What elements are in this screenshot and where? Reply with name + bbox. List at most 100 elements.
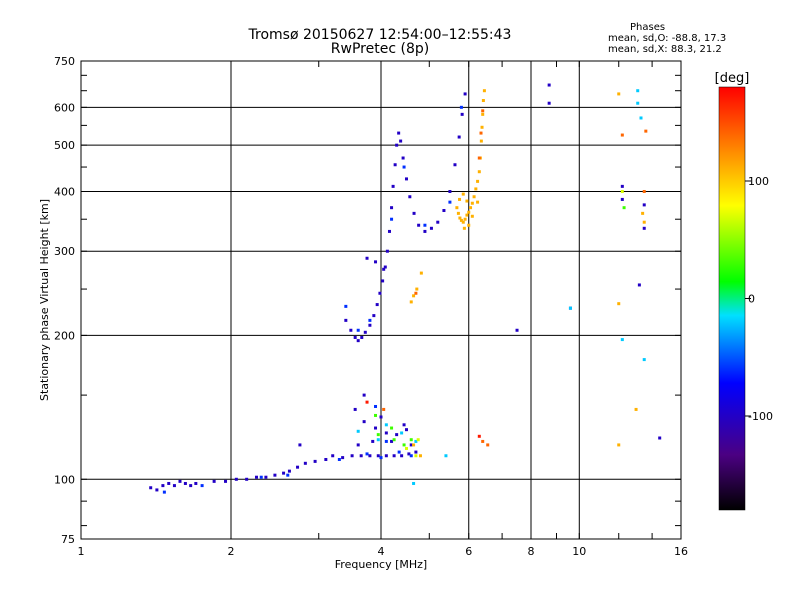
data-point (303, 461, 307, 465)
data-point (167, 481, 171, 485)
data-point (362, 420, 366, 424)
data-point (642, 226, 646, 230)
data-point (407, 452, 411, 456)
data-point (313, 459, 317, 463)
data-point (372, 314, 376, 318)
x-tick-label: 16 (674, 545, 688, 558)
data-point (374, 404, 378, 408)
data-point (384, 454, 388, 458)
data-point (423, 223, 427, 227)
data-point (400, 431, 404, 435)
data-point (392, 454, 396, 458)
data-point (376, 454, 380, 458)
data-point (617, 443, 621, 447)
data-point (442, 209, 446, 213)
data-point (412, 481, 416, 485)
data-point (404, 177, 408, 181)
data-point (397, 450, 401, 454)
data-point (387, 229, 391, 233)
data-point (620, 184, 624, 188)
data-point (375, 303, 379, 307)
data-point (481, 112, 485, 116)
data-point (642, 189, 646, 193)
data-point (476, 200, 480, 204)
y-tick-label: 75 (61, 533, 75, 546)
data-point (642, 358, 646, 362)
data-point (254, 475, 258, 479)
data-point (374, 260, 378, 264)
data-point (194, 481, 198, 485)
phase-x-stats: mean, sd,X: 88.3, 21.2 (608, 44, 722, 55)
data-point (341, 456, 345, 460)
data-point (481, 109, 485, 113)
data-point (360, 335, 364, 339)
data-point (397, 131, 401, 135)
data-point (381, 279, 385, 283)
data-point (412, 443, 416, 447)
data-point (620, 189, 624, 193)
data-point (620, 197, 624, 201)
data-point (444, 454, 448, 458)
colorbar-tick-label: -100 (748, 410, 773, 423)
data-point (178, 479, 182, 483)
data-point (350, 454, 354, 458)
data-point (463, 217, 467, 221)
data-point (423, 229, 427, 233)
data-point (470, 214, 474, 218)
chart-title: Tromsø 20150627 12:54:00–12:55:43 (248, 27, 512, 43)
colorbar-gradient (718, 86, 746, 511)
data-point (363, 330, 367, 334)
data-point (617, 302, 621, 306)
data-point (429, 226, 433, 230)
data-point (273, 473, 277, 477)
data-point (368, 318, 372, 322)
data-point (642, 220, 646, 224)
data-point (414, 454, 418, 458)
data-point (402, 443, 406, 447)
y-tick-label: 600 (54, 101, 75, 114)
data-point (379, 456, 383, 460)
data-point (459, 218, 463, 222)
y-tick-label: 750 (54, 55, 75, 68)
data-point (412, 211, 416, 215)
data-point (641, 211, 645, 215)
data-point (245, 477, 249, 481)
data-point (474, 187, 478, 191)
data-point (409, 454, 413, 458)
data-point (481, 99, 485, 103)
data-point (479, 131, 483, 135)
data-point (149, 486, 153, 490)
data-point (172, 484, 176, 488)
data-point (417, 223, 421, 227)
data-point (409, 300, 413, 304)
data-point (282, 471, 286, 475)
data-point (344, 304, 348, 308)
data-point (459, 105, 463, 109)
data-point (644, 129, 648, 133)
data-point (392, 438, 396, 442)
data-point (470, 201, 474, 205)
data-point (353, 407, 357, 411)
data-points (149, 83, 662, 494)
colorbar-ticks: 100 0 -100 (745, 175, 773, 423)
x-tick-label: 1 (78, 545, 85, 558)
data-point (324, 457, 328, 461)
data-point (400, 454, 404, 458)
data-point (356, 328, 360, 332)
data-point (636, 89, 640, 93)
data-point (477, 434, 481, 438)
data-point (481, 439, 485, 443)
axis-ticks (80, 60, 682, 539)
data-point (465, 199, 469, 203)
data-point (486, 443, 490, 447)
data-point (448, 189, 452, 193)
data-point (547, 101, 551, 105)
data-point (161, 484, 165, 488)
data-point (480, 125, 484, 129)
data-point (461, 192, 465, 196)
data-point (368, 454, 372, 458)
data-point (568, 306, 572, 310)
data-point (365, 256, 369, 260)
y-tick-label: 100 (54, 473, 75, 486)
